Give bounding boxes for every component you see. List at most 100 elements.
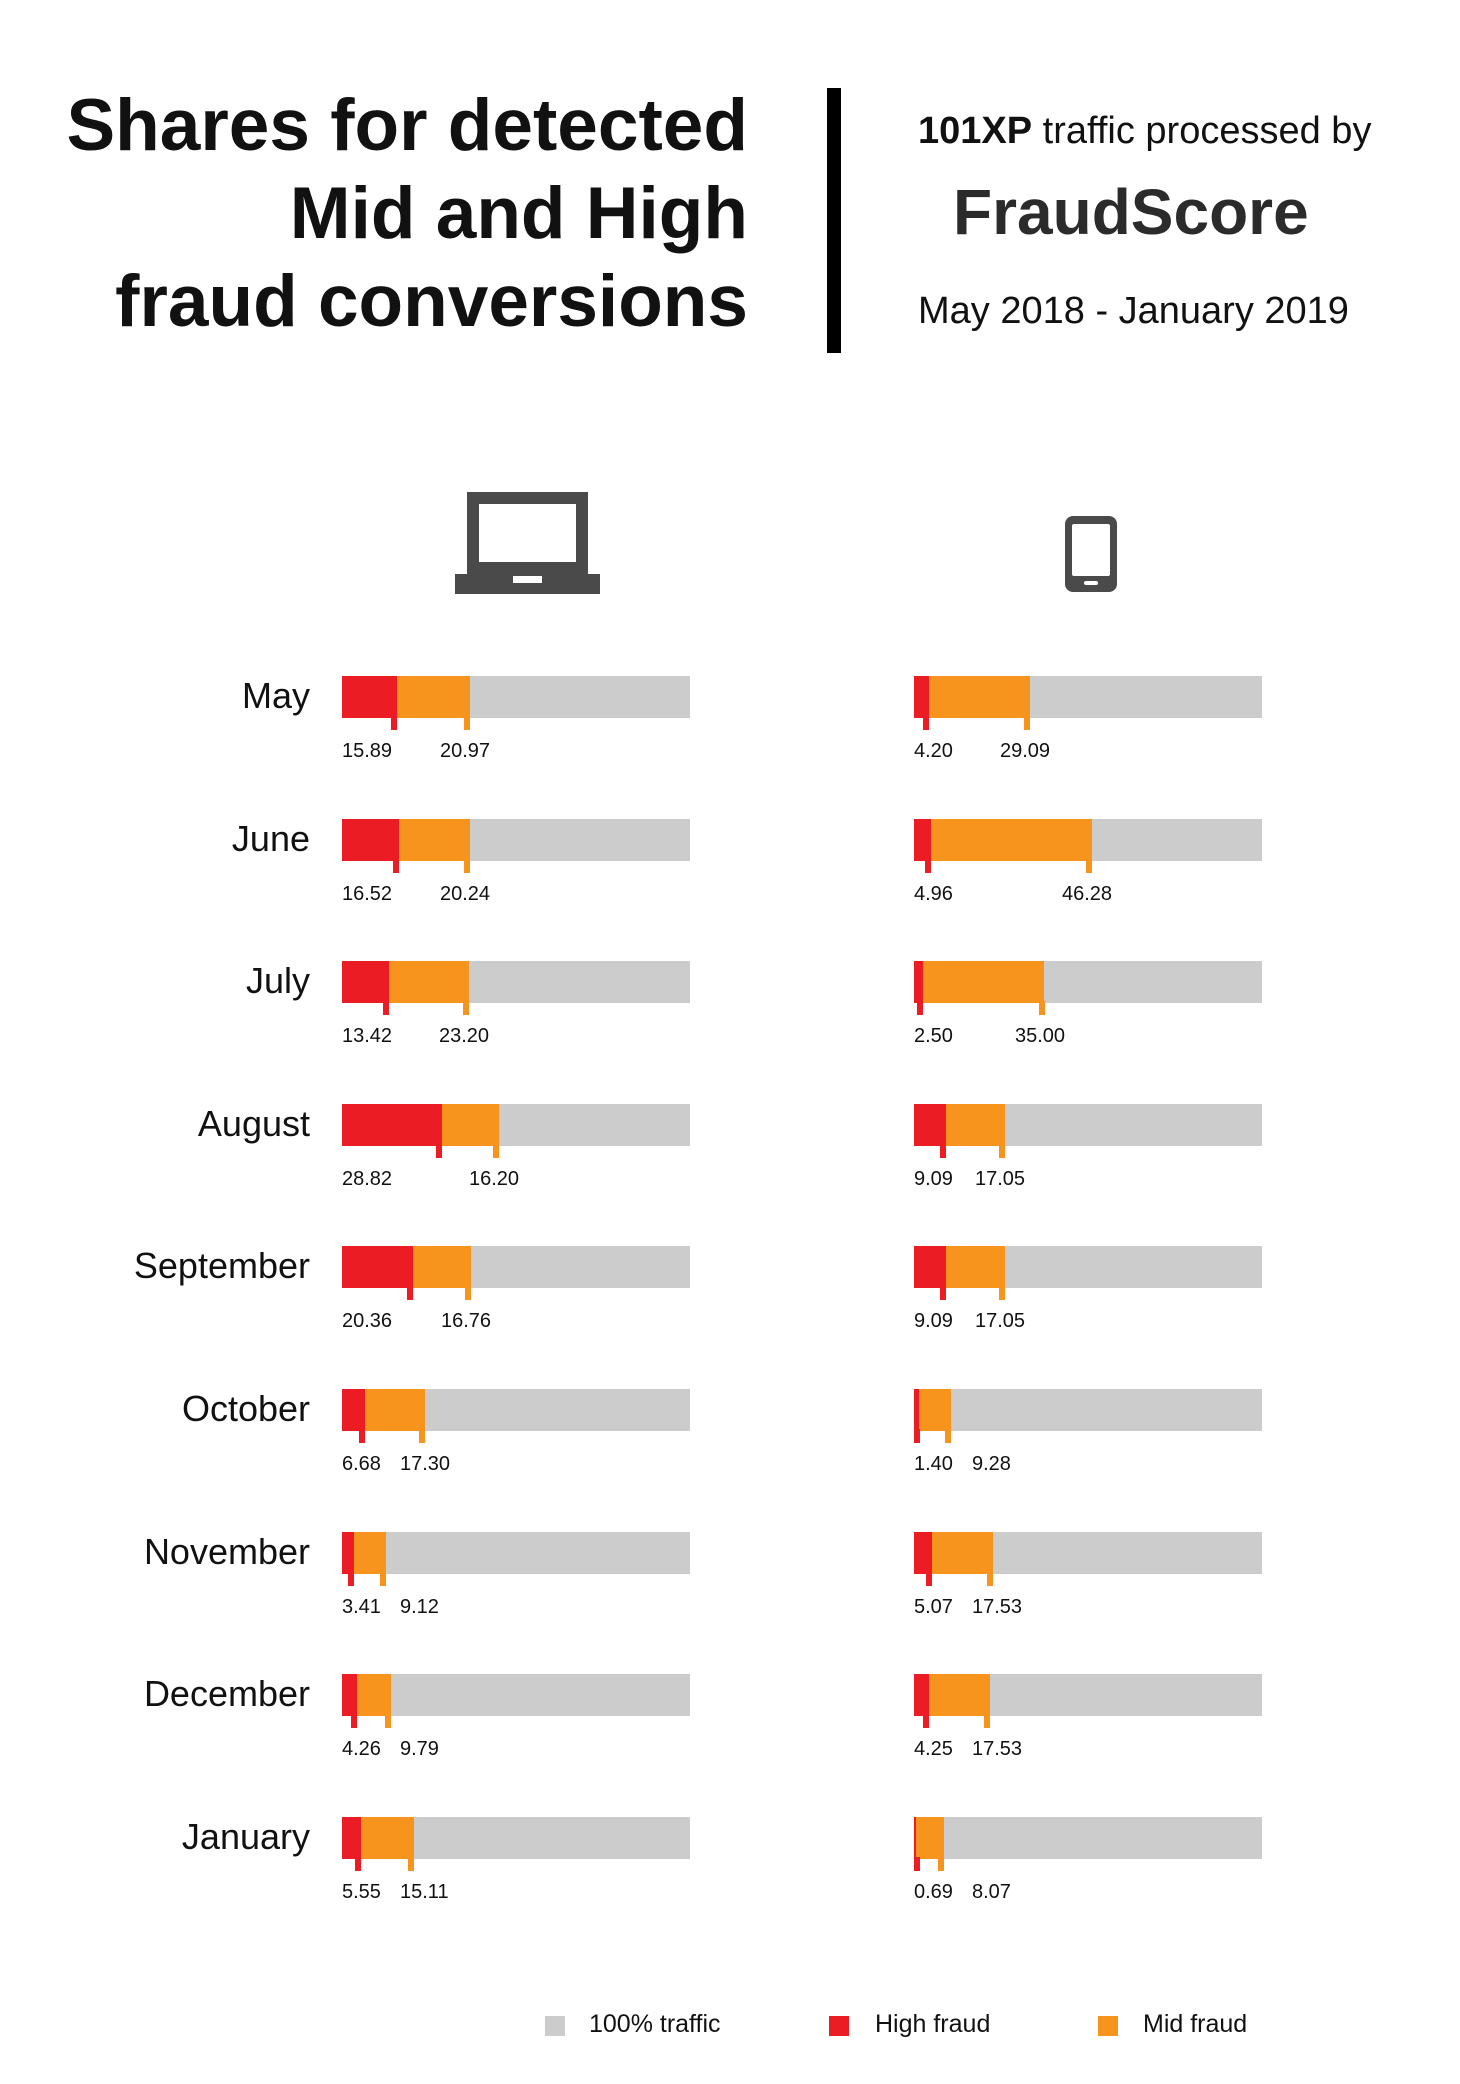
desktop-traffic-bar <box>342 1104 690 1158</box>
mobile-traffic-bar <box>914 1532 1262 1586</box>
high-fraud-tick <box>347 1572 354 1586</box>
high-fraud-segment <box>914 1817 917 1859</box>
high-fraud-value: 4.25 <box>914 1738 953 1760</box>
mid-fraud-value: 17.53 <box>972 1738 1023 1760</box>
mid-fraud-value: 46.28 <box>1062 883 1113 905</box>
mid-fraud-segment <box>931 1532 993 1574</box>
high-fraud-value: 1.40 <box>914 1453 953 1475</box>
mid-fraud-tick <box>492 1144 499 1158</box>
mid-fraud-segment <box>928 676 1030 718</box>
high-fraud-segment <box>914 1104 946 1146</box>
mid-fraud-value: 29.09 <box>1000 740 1051 762</box>
high-fraud-value: 6.68 <box>342 1453 381 1475</box>
high-fraud-value: 0.69 <box>914 1881 953 1903</box>
date-range: May 2018 - January 2019 <box>918 290 1349 332</box>
mid-fraud-tick <box>998 1286 1005 1300</box>
high-fraud-value: 9.09 <box>914 1168 953 1190</box>
high-fraud-value: 3.41 <box>342 1596 381 1618</box>
high-fraud-value: 5.07 <box>914 1596 953 1618</box>
title-line-3: fraud conversions <box>115 261 748 342</box>
legend-high-swatch <box>829 2016 849 2036</box>
high-fraud-tick <box>914 1429 920 1443</box>
mid-fraud-value: 20.24 <box>440 883 491 905</box>
high-fraud-value: 4.20 <box>914 740 953 762</box>
high-fraud-value: 13.42 <box>342 1025 393 1047</box>
legend-mid-label: Mid fraud <box>1143 2010 1248 2038</box>
mid-fraud-value: 9.79 <box>400 1738 439 1760</box>
mid-fraud-tick <box>464 716 471 730</box>
mobile-traffic-bar <box>914 1389 1262 1443</box>
fraudscore-logo: FraudScore <box>953 178 1309 248</box>
high-fraud-tick <box>925 859 932 873</box>
mid-fraud-segment <box>928 1674 990 1716</box>
high-fraud-segment <box>342 1246 413 1288</box>
month-label: May <box>241 675 310 716</box>
mid-fraud-tick <box>983 1714 990 1728</box>
desktop-traffic-bar <box>342 1389 690 1443</box>
source-text: traffic processed by <box>1032 110 1372 152</box>
month-label: June <box>231 818 310 859</box>
mid-fraud-tick <box>1086 859 1093 873</box>
high-fraud-segment <box>914 1674 929 1716</box>
month-label: December <box>143 1673 310 1714</box>
month-label: July <box>245 960 310 1001</box>
high-fraud-segment <box>342 1104 443 1146</box>
title-line-1: Shares for detected <box>66 85 748 166</box>
high-fraud-tick <box>939 1286 946 1300</box>
mid-fraud-tick <box>463 859 470 873</box>
desktop-traffic-bar <box>342 1674 690 1728</box>
desktop-traffic-bar <box>342 1817 690 1871</box>
high-fraud-tick <box>406 1286 413 1300</box>
mid-fraud-segment <box>361 1817 414 1859</box>
high-fraud-segment <box>342 1817 362 1859</box>
mid-fraud-segment <box>397 676 471 718</box>
mid-fraud-value: 35.00 <box>1015 1025 1066 1047</box>
month-label: August <box>197 1103 310 1144</box>
month-label: September <box>133 1245 310 1286</box>
high-fraud-segment <box>914 1532 932 1574</box>
high-fraud-tick <box>925 1572 932 1586</box>
mid-fraud-tick <box>986 1572 993 1586</box>
mobile-traffic-bar <box>914 1104 1262 1158</box>
high-fraud-tick <box>391 716 398 730</box>
mid-fraud-segment <box>353 1532 386 1574</box>
mobile-traffic-bar <box>914 819 1262 873</box>
mid-fraud-value: 17.05 <box>975 1310 1026 1332</box>
mid-fraud-value: 9.28 <box>972 1453 1011 1475</box>
mid-fraud-value: 16.20 <box>469 1168 520 1190</box>
high-fraud-segment <box>914 961 923 1003</box>
brand-name: FraudScore <box>953 178 1309 248</box>
high-fraud-segment <box>914 676 929 718</box>
mobile-traffic-bar <box>914 1674 1262 1728</box>
high-fraud-tick <box>916 1001 923 1015</box>
high-fraud-value: 28.82 <box>342 1168 393 1190</box>
mid-fraud-tick <box>465 1286 472 1300</box>
mid-fraud-segment <box>931 819 1093 861</box>
high-fraud-tick <box>382 1001 389 1015</box>
mid-fraud-value: 17.05 <box>975 1168 1026 1190</box>
desktop-traffic-bar <box>342 1246 690 1300</box>
mid-fraud-segment <box>916 1817 945 1859</box>
high-fraud-tick <box>939 1144 946 1158</box>
desktop-traffic-bar <box>342 676 690 730</box>
high-fraud-value: 5.55 <box>342 1881 381 1903</box>
mobile-traffic-bar <box>914 961 1262 1015</box>
high-fraud-tick <box>922 1714 929 1728</box>
mid-fraud-segment <box>412 1246 472 1288</box>
source-line: 101XP traffic processed by <box>918 110 1371 153</box>
mid-fraud-segment <box>365 1389 426 1431</box>
mid-fraud-tick <box>463 1001 470 1015</box>
mobile-traffic-bar <box>914 1817 1262 1871</box>
mid-fraud-segment <box>442 1104 499 1146</box>
high-fraud-segment <box>342 676 398 718</box>
mid-fraud-segment <box>918 1389 952 1431</box>
mid-fraud-value: 9.12 <box>400 1596 439 1618</box>
mid-fraud-tick <box>379 1572 386 1586</box>
mid-fraud-value: 17.30 <box>400 1453 451 1475</box>
high-fraud-segment <box>914 1389 919 1431</box>
high-fraud-segment <box>342 1389 366 1431</box>
high-fraud-segment <box>914 819 932 861</box>
mid-fraud-segment <box>356 1674 391 1716</box>
high-fraud-value: 20.36 <box>342 1310 393 1332</box>
mid-fraud-value: 23.20 <box>439 1025 490 1047</box>
